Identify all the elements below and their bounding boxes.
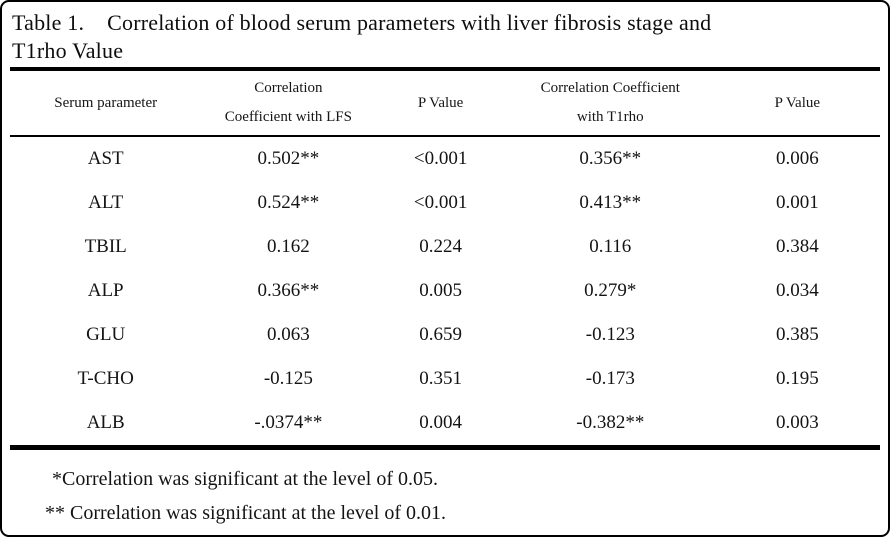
cell-corr-lfs: -.0374** <box>254 412 323 433</box>
col-header-p-value-lfs: P Value <box>375 69 506 137</box>
cell-parameter: ALP <box>87 280 124 301</box>
table-title-line2: T1rho Value <box>12 38 124 63</box>
col-header-corr-t1rho: Correlation Coefficient with T1rho <box>505 69 715 137</box>
cell-p-lfs: 0.351 <box>419 368 463 389</box>
cell-corr-t1rho: -0.173 <box>585 368 635 389</box>
cell-p-lfs: 0.224 <box>419 236 463 257</box>
cell-corr-t1rho: 0.356** <box>579 148 642 169</box>
cell-parameter: T-CHO <box>77 368 134 389</box>
cell-corr-lfs: 0.366** <box>257 280 320 301</box>
cell-corr-t1rho: 0.116 <box>589 236 632 257</box>
cell-p-lfs: <0.001 <box>413 148 468 169</box>
cell-p-t1rho: 0.384 <box>775 236 819 257</box>
cell-parameter: AST <box>87 148 124 169</box>
cell-p-t1rho: 0.001 <box>775 192 819 213</box>
cell-corr-t1rho: -0.382** <box>576 412 645 433</box>
table-row: TBIL 0.162 0.224 0.116 0.384 <box>10 225 880 269</box>
table-title: Table 1. Correlation of blood serum param… <box>2 2 888 65</box>
table-row: ALT 0.524** <0.001 0.413** 0.001 <box>10 181 880 225</box>
cell-p-t1rho: 0.006 <box>775 148 819 169</box>
cell-p-lfs: <0.001 <box>413 192 468 213</box>
col-header-serum-parameter: Serum parameter <box>10 69 202 137</box>
cell-p-t1rho: 0.003 <box>775 412 819 433</box>
correlation-table: Serum parameter Correlation Coefficient … <box>10 67 880 450</box>
table-row: AST 0.502** <0.001 0.356** 0.006 <box>10 136 880 181</box>
footnote-significance-005: *Correlation was significant at the leve… <box>52 468 439 490</box>
cell-parameter: TBIL <box>84 236 127 257</box>
cell-corr-t1rho: 0.413** <box>579 192 642 213</box>
col-header-corr-lfs: Correlation Coefficient with LFS <box>201 69 376 137</box>
cell-corr-t1rho: -0.123 <box>585 324 635 345</box>
cell-corr-lfs: -0.125 <box>263 368 313 389</box>
cell-corr-lfs: 0.162 <box>267 236 310 257</box>
table-title-text: Correlation of blood serum parameters wi… <box>107 10 712 35</box>
col-header-p-value-t1rho: P Value <box>714 69 880 137</box>
table-body: AST 0.502** <0.001 0.356** 0.006 ALT 0.5… <box>10 136 880 448</box>
table-row: T-CHO -0.125 0.351 -0.173 0.195 <box>10 357 880 401</box>
cell-corr-lfs: 0.524** <box>257 192 320 213</box>
cell-p-lfs: 0.005 <box>419 280 463 301</box>
table-number: Table 1. <box>12 10 85 35</box>
table-row: ALB -.0374** 0.004 -0.382** 0.003 <box>10 401 880 448</box>
table-title-line1: Table 1. Correlation of blood serum param… <box>12 9 876 37</box>
cell-parameter: ALT <box>88 192 124 213</box>
cell-parameter: GLU <box>86 324 126 345</box>
cell-corr-lfs: 0.502** <box>257 148 320 169</box>
cell-parameter: ALB <box>86 412 125 433</box>
cell-p-t1rho: 0.034 <box>775 280 819 301</box>
footnote-significance-001: ** Correlation was significant at the le… <box>45 502 447 524</box>
cell-p-t1rho: 0.195 <box>775 368 819 389</box>
cell-p-lfs: 0.004 <box>419 412 463 433</box>
table-footnotes: *Correlation was significant at the leve… <box>2 462 888 530</box>
cell-corr-lfs: 0.063 <box>267 324 310 345</box>
table-header: Serum parameter Correlation Coefficient … <box>10 69 880 137</box>
cell-p-t1rho: 0.385 <box>775 324 819 345</box>
table-row: GLU 0.063 0.659 -0.123 0.385 <box>10 313 880 357</box>
header-row: Serum parameter Correlation Coefficient … <box>10 69 880 137</box>
cell-p-lfs: 0.659 <box>419 324 463 345</box>
cell-corr-t1rho: 0.279* <box>584 280 637 301</box>
table-row: ALP 0.366** 0.005 0.279* 0.034 <box>10 269 880 313</box>
